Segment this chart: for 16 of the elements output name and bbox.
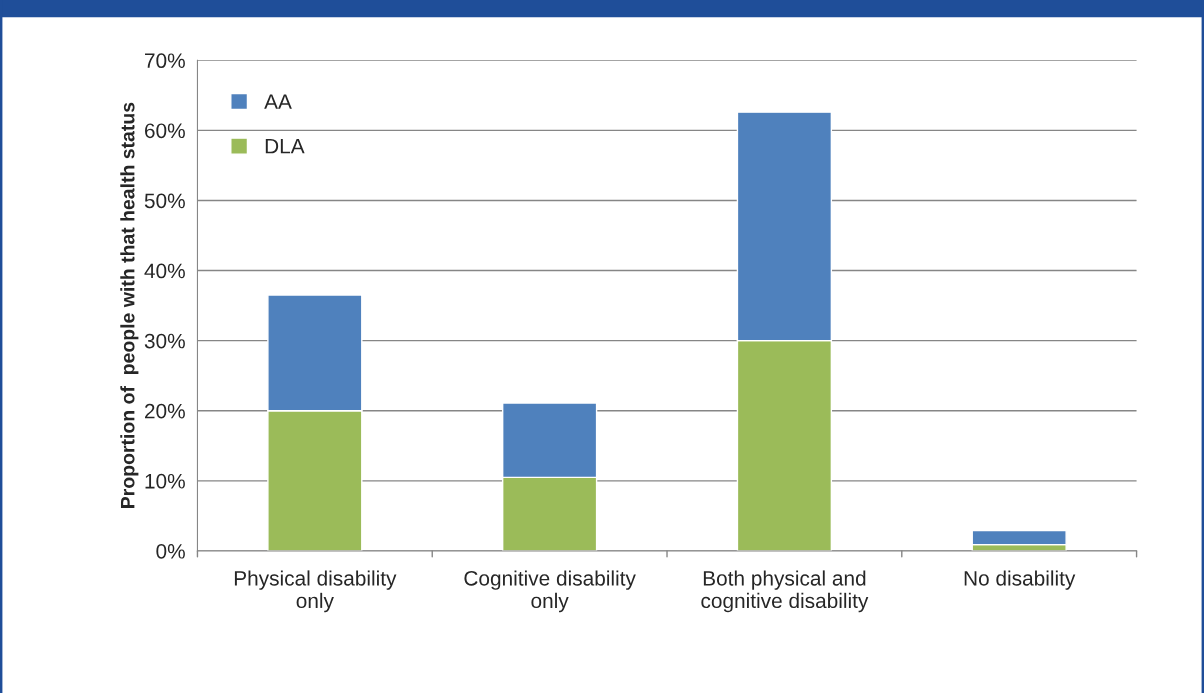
y-tick-label: 20%	[145, 403, 185, 419]
bar	[971, 529, 1067, 546]
x-tick-label: Both physical and cognitive disability	[701, 570, 869, 613]
y-tick-label: 0%	[156, 543, 185, 559]
y-tick-label: 30%	[144, 333, 185, 349]
y-tick-label: 70%	[145, 53, 185, 69]
x-tick-label: No disability	[964, 570, 1076, 590]
y-tick-label: 10%	[145, 473, 185, 489]
x-tick-label: Physical disability only	[234, 570, 397, 613]
y-tick-label: 40%	[144, 263, 185, 279]
y-axis-title: Proportion of people with that health status	[120, 102, 139, 508]
legend-label: DLA	[265, 139, 305, 154]
x-tick-label: Cognitive disability only	[464, 570, 636, 613]
legend-label: AA	[264, 94, 292, 109]
y-tick-label: 60%	[145, 123, 185, 139]
y-tick-label: 50%	[144, 193, 185, 209]
